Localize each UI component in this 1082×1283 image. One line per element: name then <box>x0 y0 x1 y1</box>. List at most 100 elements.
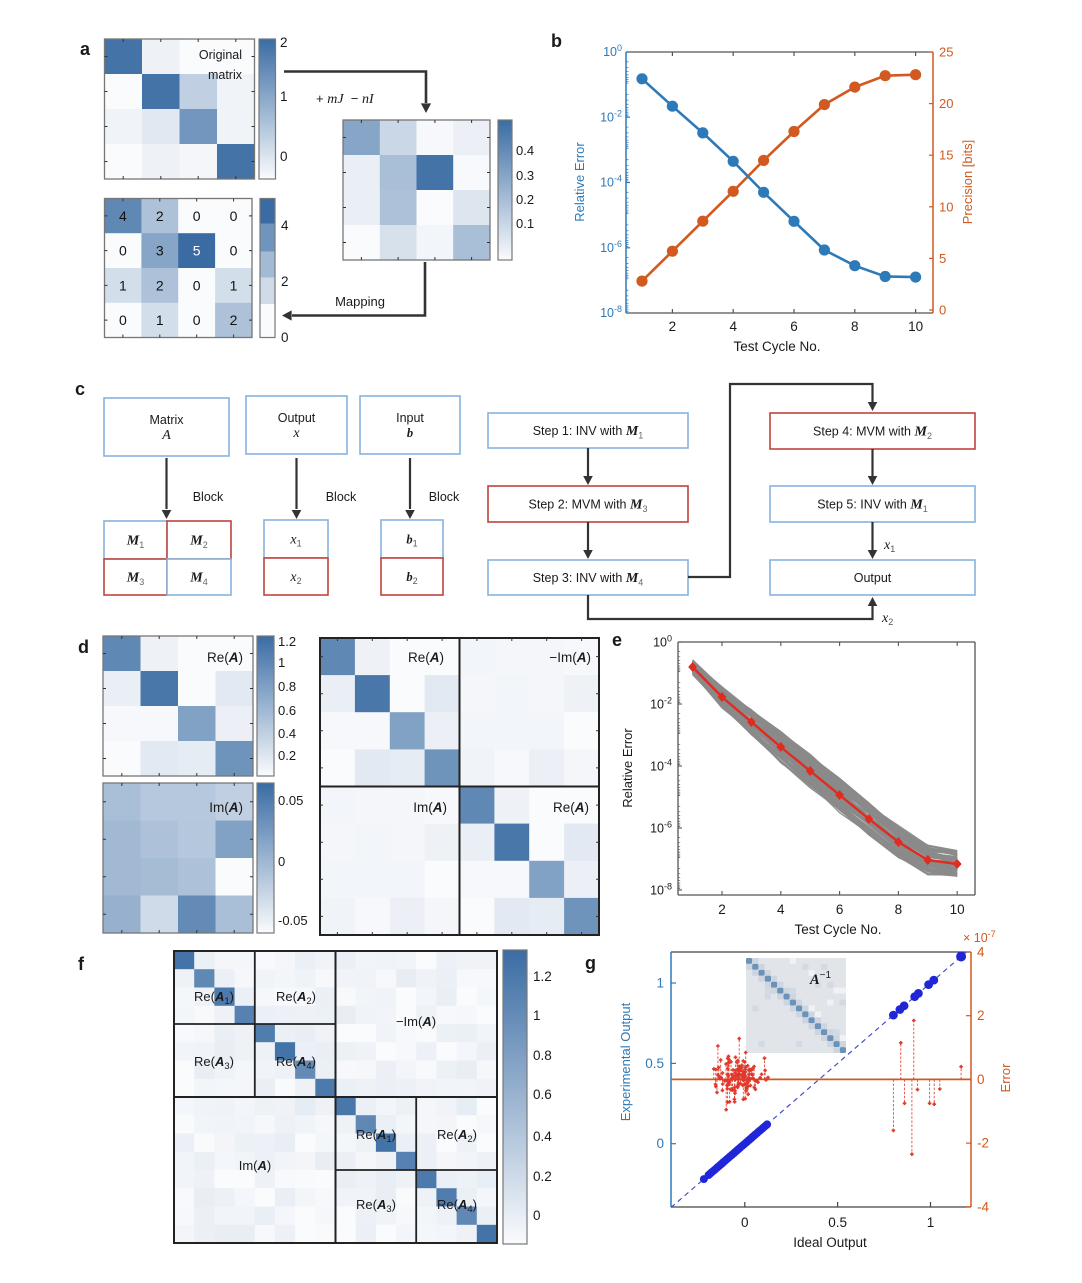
svg-text:Re(A): Re(A) <box>408 650 444 665</box>
svg-text:Step 5: INV with M1: Step 5: INV with M1 <box>817 497 928 514</box>
svg-text:Original: Original <box>199 48 242 62</box>
svg-text:0: 0 <box>280 149 288 164</box>
svg-text:0: 0 <box>939 303 946 318</box>
svg-text:Re(A): Re(A) <box>207 650 243 665</box>
svg-text:3: 3 <box>156 243 164 259</box>
svg-text:0: 0 <box>193 277 201 293</box>
svg-text:Mapping: Mapping <box>335 294 385 309</box>
svg-text:6: 6 <box>790 319 798 334</box>
svg-text:0.5: 0.5 <box>645 1056 664 1071</box>
svg-text:0: 0 <box>281 330 289 345</box>
svg-text:2: 2 <box>280 35 288 50</box>
svg-text:2: 2 <box>669 319 677 334</box>
svg-text:0.2: 0.2 <box>533 1169 552 1184</box>
svg-text:b: b <box>407 426 413 440</box>
svg-text:Im(A): Im(A) <box>413 800 447 815</box>
svg-text:+ mJ − nI: + mJ − nI <box>316 91 375 107</box>
svg-text:Re(A2): Re(A2) <box>276 989 316 1007</box>
svg-text:e: e <box>612 630 622 650</box>
svg-text:0: 0 <box>656 1136 664 1151</box>
svg-text:4: 4 <box>729 319 737 334</box>
svg-text:Input: Input <box>396 411 424 425</box>
svg-text:2: 2 <box>718 902 726 917</box>
svg-text:Im(A): Im(A) <box>239 1158 272 1173</box>
svg-text:x2: x2 <box>881 611 893 627</box>
svg-text:0: 0 <box>741 1215 749 1230</box>
svg-text:6: 6 <box>836 902 844 917</box>
svg-text:2: 2 <box>281 274 289 289</box>
svg-text:Experimental Output: Experimental Output <box>618 1002 633 1121</box>
svg-text:Re(A3): Re(A3) <box>194 1054 234 1072</box>
svg-text:100: 100 <box>653 634 672 650</box>
svg-text:15: 15 <box>939 148 953 163</box>
svg-text:b: b <box>551 31 562 51</box>
svg-text:0.4: 0.4 <box>516 143 534 158</box>
svg-text:M1: M1 <box>126 533 144 550</box>
svg-text:Block: Block <box>193 490 224 504</box>
svg-text:g: g <box>585 953 596 973</box>
svg-text:b1: b1 <box>406 532 417 548</box>
svg-text:Precision [bits]: Precision [bits] <box>960 140 975 225</box>
svg-text:1: 1 <box>156 312 164 328</box>
svg-text:0.05: 0.05 <box>278 793 303 808</box>
svg-text:A: A <box>161 428 171 443</box>
svg-text:0.6: 0.6 <box>278 703 296 718</box>
svg-text:-2: -2 <box>977 1136 989 1151</box>
svg-text:5: 5 <box>193 243 201 259</box>
svg-text:1: 1 <box>533 1008 541 1023</box>
svg-text:Output: Output <box>854 571 892 585</box>
svg-text:10-8: 10-8 <box>600 304 622 320</box>
svg-text:10: 10 <box>950 902 965 917</box>
svg-text:Re(A2): Re(A2) <box>437 1127 477 1145</box>
svg-text:0: 0 <box>977 1072 985 1087</box>
svg-text:b2: b2 <box>406 570 417 586</box>
svg-text:Test Cycle No.: Test Cycle No. <box>733 339 820 354</box>
svg-text:M4: M4 <box>189 570 207 587</box>
svg-text:10-2: 10-2 <box>650 696 672 712</box>
svg-text:4: 4 <box>777 902 785 917</box>
svg-text:Block: Block <box>326 490 357 504</box>
svg-text:4: 4 <box>977 945 985 960</box>
svg-text:1: 1 <box>927 1215 935 1230</box>
svg-text:Re(A1): Re(A1) <box>356 1127 396 1145</box>
svg-text:Matrix: Matrix <box>149 413 184 427</box>
svg-text:10: 10 <box>908 319 923 334</box>
svg-text:2: 2 <box>977 1008 985 1023</box>
svg-text:25: 25 <box>939 45 953 60</box>
svg-text:10-8: 10-8 <box>650 882 672 898</box>
svg-text:10-2: 10-2 <box>600 108 622 124</box>
svg-text:f: f <box>78 954 85 974</box>
svg-text:0.5: 0.5 <box>828 1215 847 1230</box>
svg-text:20: 20 <box>939 96 953 111</box>
svg-text:Ideal Output: Ideal Output <box>793 1235 867 1250</box>
svg-text:a: a <box>80 39 91 59</box>
svg-text:1.2: 1.2 <box>533 969 552 984</box>
svg-text:0.2: 0.2 <box>516 192 534 207</box>
svg-text:0: 0 <box>119 312 127 328</box>
svg-text:Step 2: MVM with M3: Step 2: MVM with M3 <box>529 497 648 514</box>
svg-text:4: 4 <box>281 218 289 233</box>
svg-text:Step 1: INV with M1: Step 1: INV with M1 <box>533 424 644 441</box>
svg-text:x2: x2 <box>289 570 301 586</box>
svg-text:100: 100 <box>603 43 622 59</box>
svg-text:M3: M3 <box>126 570 144 587</box>
svg-text:0.8: 0.8 <box>278 679 296 694</box>
svg-text:10-4: 10-4 <box>600 174 622 190</box>
svg-text:x1: x1 <box>883 538 895 554</box>
svg-text:1: 1 <box>230 277 238 293</box>
svg-text:0: 0 <box>278 854 285 869</box>
svg-text:0.2: 0.2 <box>278 748 296 763</box>
svg-text:Step 3: INV with M4: Step 3: INV with M4 <box>533 571 644 588</box>
svg-text:10-4: 10-4 <box>650 758 672 774</box>
svg-text:Re(A3): Re(A3) <box>356 1197 396 1215</box>
svg-text:Im(A): Im(A) <box>209 800 243 815</box>
svg-text:x1: x1 <box>289 532 301 548</box>
svg-text:Re(A): Re(A) <box>553 800 589 815</box>
svg-text:matrix: matrix <box>208 68 243 82</box>
svg-text:1: 1 <box>656 976 664 991</box>
svg-text:0: 0 <box>119 243 127 259</box>
svg-text:8: 8 <box>851 319 859 334</box>
svg-text:0: 0 <box>230 243 238 259</box>
svg-text:Error: Error <box>998 1063 1013 1093</box>
svg-text:0.8: 0.8 <box>533 1048 552 1063</box>
